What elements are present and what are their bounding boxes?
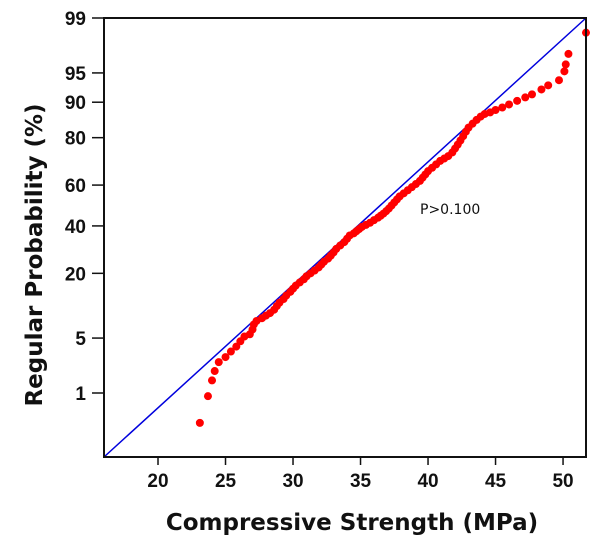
- y-tick-label: 40: [65, 217, 86, 238]
- y-tick-label: 80: [65, 129, 86, 150]
- data-point: [498, 103, 507, 112]
- p-value-annotation: P>0.100: [420, 202, 480, 218]
- x-tick-label: 20: [147, 471, 168, 492]
- data-point: [505, 100, 514, 109]
- data-point: [210, 367, 219, 376]
- data-point: [561, 60, 570, 69]
- data-point: [544, 81, 553, 90]
- x-ticks: [157, 457, 564, 465]
- x-tick-label: 45: [485, 471, 507, 492]
- data-point: [491, 105, 500, 114]
- data-point: [527, 90, 536, 99]
- data-point: [221, 353, 230, 362]
- data-point: [203, 392, 212, 401]
- data-point: [554, 76, 563, 85]
- x-tick-label: 50: [552, 471, 573, 492]
- y-tick-label: 99: [65, 9, 86, 30]
- data-point: [513, 96, 522, 105]
- x-axis-title: Compressive Strength (MPa): [166, 510, 538, 536]
- x-tick-label: 30: [282, 471, 303, 492]
- data-point: [537, 85, 546, 94]
- x-tick-label: 25: [215, 471, 237, 492]
- data-points: [195, 28, 590, 427]
- y-tick-labels: 1 5 20 40 60 80 90 95 99: [65, 9, 87, 405]
- y-tick-label: 90: [65, 93, 86, 114]
- y-tick-label: 60: [65, 176, 86, 197]
- y-ticks: [92, 17, 104, 394]
- data-point: [560, 67, 569, 76]
- x-tick-label: 35: [350, 471, 372, 492]
- x-tick-labels: 20 25 30 35 40 45 50: [147, 471, 573, 492]
- y-tick-label: 95: [65, 64, 87, 85]
- plot-frame: [103, 17, 587, 458]
- y-axis-title: Regular Probability (%): [22, 103, 48, 406]
- data-point: [521, 93, 530, 102]
- data-point: [226, 347, 235, 356]
- data-point: [214, 358, 223, 367]
- y-tick-label: 5: [75, 329, 86, 350]
- data-point: [564, 49, 573, 58]
- x-tick-label: 40: [417, 471, 438, 492]
- data-point: [208, 376, 217, 385]
- y-tick-label: 20: [65, 264, 86, 285]
- y-tick-label: 1: [75, 384, 86, 405]
- data-point: [195, 418, 204, 427]
